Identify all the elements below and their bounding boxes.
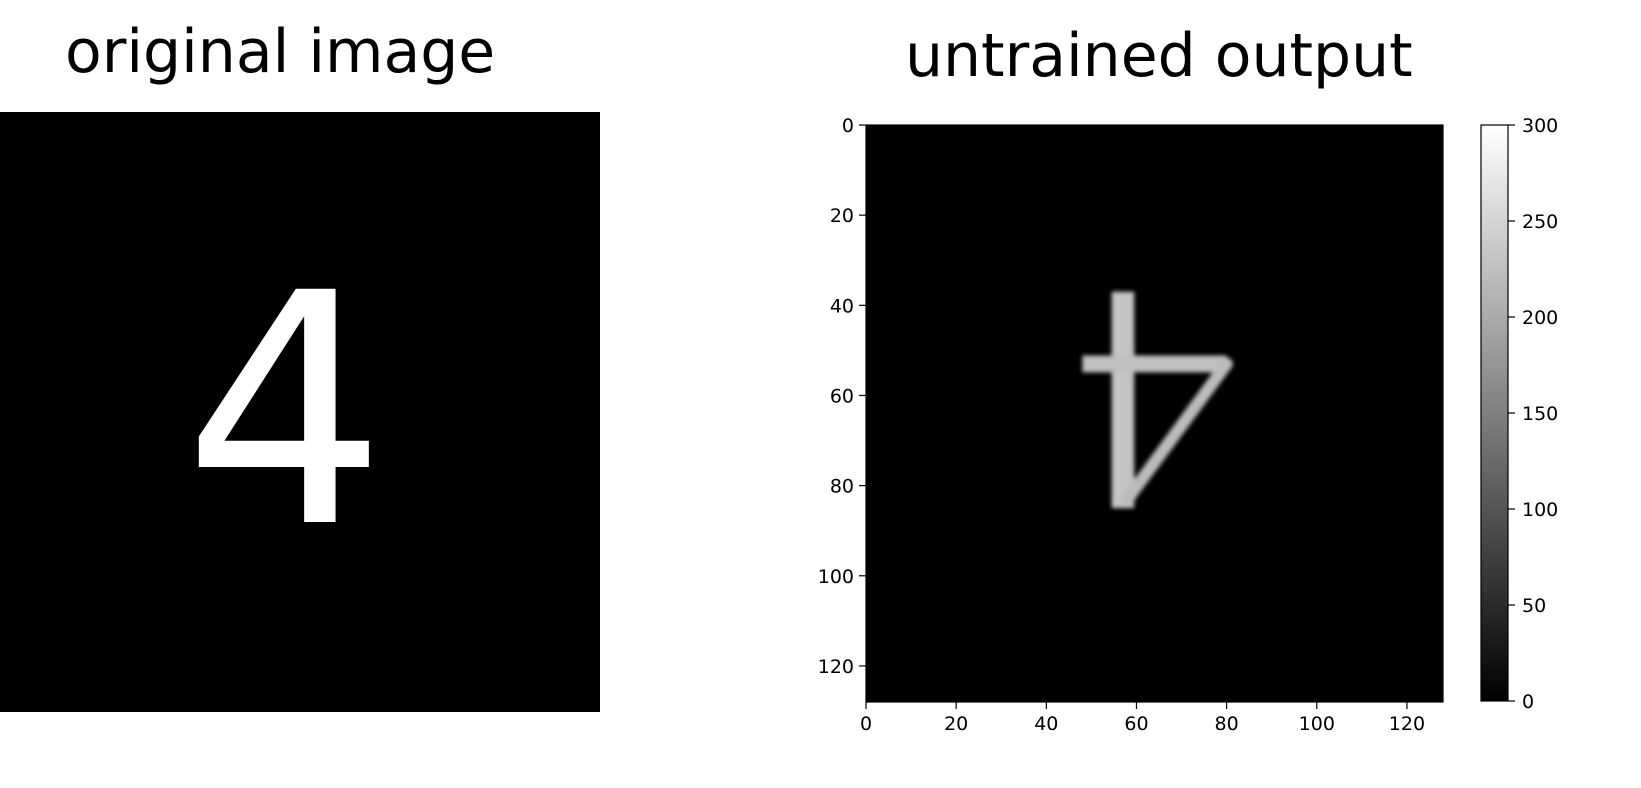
x-tick-label: 120 xyxy=(1389,713,1425,735)
x-tick-label: 80 xyxy=(1215,713,1239,735)
heatmap-strokes xyxy=(1082,291,1233,509)
x-tick-label: 0 xyxy=(860,713,872,735)
original-image-background xyxy=(0,112,600,712)
x-tick-label: 20 xyxy=(944,713,968,735)
y-tick-label: 120 xyxy=(818,656,854,678)
x-tick-label: 60 xyxy=(1124,713,1148,735)
untrained-output-title: untrained output xyxy=(905,21,1413,91)
colorbar-tick-label: 100 xyxy=(1522,499,1558,521)
heatmap-stroke-diagonal xyxy=(1121,357,1233,506)
heatmap-axes: 0 20 40 60 80 100 120 0 20 40 60 80 100 120 xyxy=(818,115,1444,735)
x-tick-label: 100 xyxy=(1299,713,1335,735)
y-tick-label: 80 xyxy=(830,476,854,498)
heatmap-plot-area xyxy=(866,125,1443,702)
colorbar: 0 50 100 150 200 250 300 xyxy=(1480,115,1558,713)
y-tick-label: 60 xyxy=(830,385,854,407)
colorbar-tick-label: 300 xyxy=(1522,115,1558,137)
y-tick-label: 20 xyxy=(830,205,854,227)
colorbar-tick-label: 200 xyxy=(1522,307,1558,329)
colorbar-tick-label: 0 xyxy=(1522,691,1534,713)
y-tick-label: 100 xyxy=(818,566,854,588)
colorbar-tick-label: 50 xyxy=(1522,595,1546,617)
original-digit: 4 xyxy=(183,226,387,598)
heatmap-background xyxy=(866,125,1443,702)
colorbar-gradient xyxy=(1480,124,1509,702)
original-image: 4 xyxy=(0,112,600,712)
colorbar-tick-label: 150 xyxy=(1522,403,1558,425)
y-tick-label: 40 xyxy=(830,295,854,317)
colorbar-tick-label: 250 xyxy=(1522,211,1558,233)
y-tick-label: 0 xyxy=(842,115,854,137)
x-tick-label: 40 xyxy=(1034,713,1058,735)
plot-frame xyxy=(865,124,1444,703)
original-image-title: original image xyxy=(65,17,496,87)
